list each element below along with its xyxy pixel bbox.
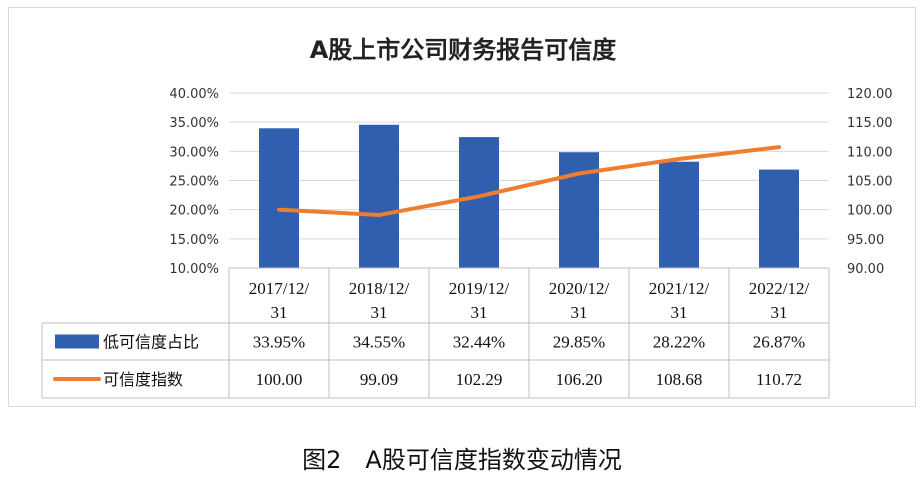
table-cell-value: 28.22% — [653, 333, 705, 352]
table-cell-value: 29.85% — [553, 333, 605, 352]
y-right-tick-label: 90.00 — [847, 262, 884, 277]
y-right-tick-label: 120.00 — [847, 87, 893, 102]
chart-frame: A股上市公司财务报告可信度 10.00% 15.00% 20.00% 25.00% 30.… — [8, 7, 916, 407]
y-left-tick-label: 25.00% — [169, 175, 219, 190]
bar — [459, 137, 499, 268]
y-right-tick-label: 105.00 — [847, 175, 893, 190]
table-cell-value: 26.87% — [753, 333, 805, 352]
category-label: 2020/12/31 — [549, 279, 610, 322]
legend-label: 可信度指数 — [103, 370, 183, 389]
y-left-tick-label: 20.00% — [169, 204, 219, 219]
chart-svg: A股上市公司财务报告可信度 10.00% 15.00% 20.00% 25.00% 30.… — [41, 36, 893, 399]
bar — [259, 128, 299, 268]
table-cell-value: 100.00 — [256, 370, 303, 389]
legend-swatch-bar — [55, 334, 99, 349]
y-right-tick-label: 115.00 — [847, 116, 893, 131]
category-label: 2022/12/31 — [749, 279, 810, 322]
table-cell-value: 34.55% — [353, 333, 405, 352]
category-label: 2021/12/31 — [649, 279, 710, 322]
bar — [759, 169, 799, 268]
y-right-tick-label: 100.00 — [847, 204, 893, 219]
y-left-tick-label: 30.00% — [169, 145, 219, 160]
table-cell-value: 108.68 — [656, 370, 703, 389]
figure-caption: 图2 A股可信度指数变动情况 — [302, 446, 622, 474]
table-cell-value: 102.29 — [456, 370, 503, 389]
category-label: 2017/12/31 — [249, 279, 310, 322]
table-cell-value: 33.95% — [253, 333, 305, 352]
y-left-tick-label: 10.00% — [169, 262, 219, 277]
table-cell-value: 106.20 — [556, 370, 603, 389]
y-left-tick-label: 35.00% — [169, 116, 219, 131]
y-right-tick-label: 110.00 — [847, 145, 893, 160]
category-label: 2018/12/31 — [349, 279, 410, 322]
y-right-tick-label: 95.00 — [847, 233, 884, 248]
table-cell-value: 99.09 — [360, 370, 398, 389]
y-left-tick-label: 15.00% — [169, 233, 219, 248]
legend-label: 低可信度占比 — [103, 333, 199, 352]
category-label: 2019/12/31 — [449, 279, 510, 322]
index-line — [277, 145, 781, 217]
bar — [359, 124, 399, 269]
y-left-tick-label: 40.00% — [169, 87, 219, 102]
bar — [659, 161, 699, 268]
chart-title: A股上市公司财务报告可信度 — [310, 36, 618, 64]
table-cell-value: 32.44% — [453, 333, 505, 352]
table-cell-value: 110.72 — [756, 370, 802, 389]
